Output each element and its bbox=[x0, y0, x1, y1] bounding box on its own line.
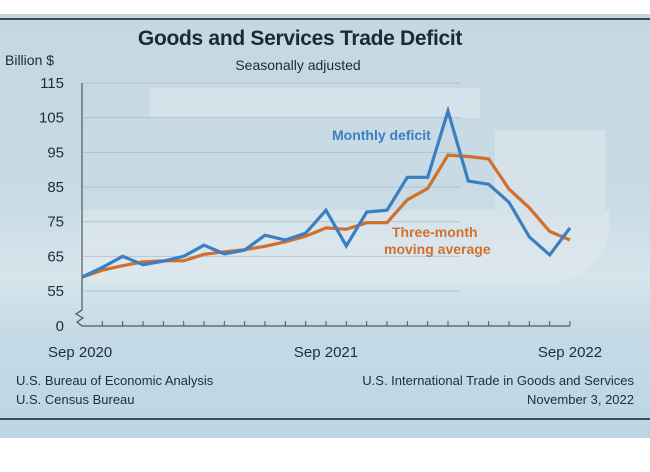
ship-bridge-background bbox=[495, 130, 605, 210]
moving-average-label-line1: Three-month bbox=[392, 224, 478, 240]
chart-title: Goods and Services Trade Deficit bbox=[137, 27, 463, 50]
source-census: U.S. Census Bureau bbox=[16, 392, 135, 407]
y-tick-label-105: 105 bbox=[39, 110, 64, 127]
source-bea: U.S. Bureau of Economic Analysis bbox=[16, 373, 214, 388]
moving-average-line bbox=[81, 153, 571, 279]
release-date: November 3, 2022 bbox=[527, 392, 634, 407]
y-tick-label-115: 115 bbox=[40, 75, 64, 92]
y-tick-label-55: 55 bbox=[47, 283, 64, 300]
moving-average-label-line2: moving average bbox=[384, 241, 491, 257]
crane-background bbox=[150, 88, 480, 118]
y-axis-unit: Billion $ bbox=[5, 52, 55, 68]
chart-subtitle: Seasonally adjusted bbox=[235, 57, 361, 73]
chart-panel bbox=[0, 14, 650, 438]
bottom-rule bbox=[0, 418, 650, 420]
monthly-deficit-label: Monthly deficit bbox=[332, 127, 431, 143]
monthly-deficit-line bbox=[81, 105, 572, 279]
top-rule bbox=[0, 18, 650, 20]
report-name: U.S. International Trade in Goods and Se… bbox=[362, 373, 634, 388]
x-tick-label-sep-2022: Sep 2022 bbox=[538, 344, 602, 361]
y-tick-label-85: 85 bbox=[47, 179, 64, 196]
y-tick-label-95: 95 bbox=[47, 144, 64, 161]
y-tick-label-65: 65 bbox=[47, 248, 64, 265]
y-tick-label-0: 0 bbox=[56, 318, 64, 335]
y-axis bbox=[74, 83, 85, 327]
x-tick-label-sep-2021: Sep 2021 bbox=[294, 344, 358, 361]
x-tick-label-sep-2020: Sep 2020 bbox=[48, 344, 112, 361]
y-tick-label-75: 75 bbox=[47, 214, 64, 231]
